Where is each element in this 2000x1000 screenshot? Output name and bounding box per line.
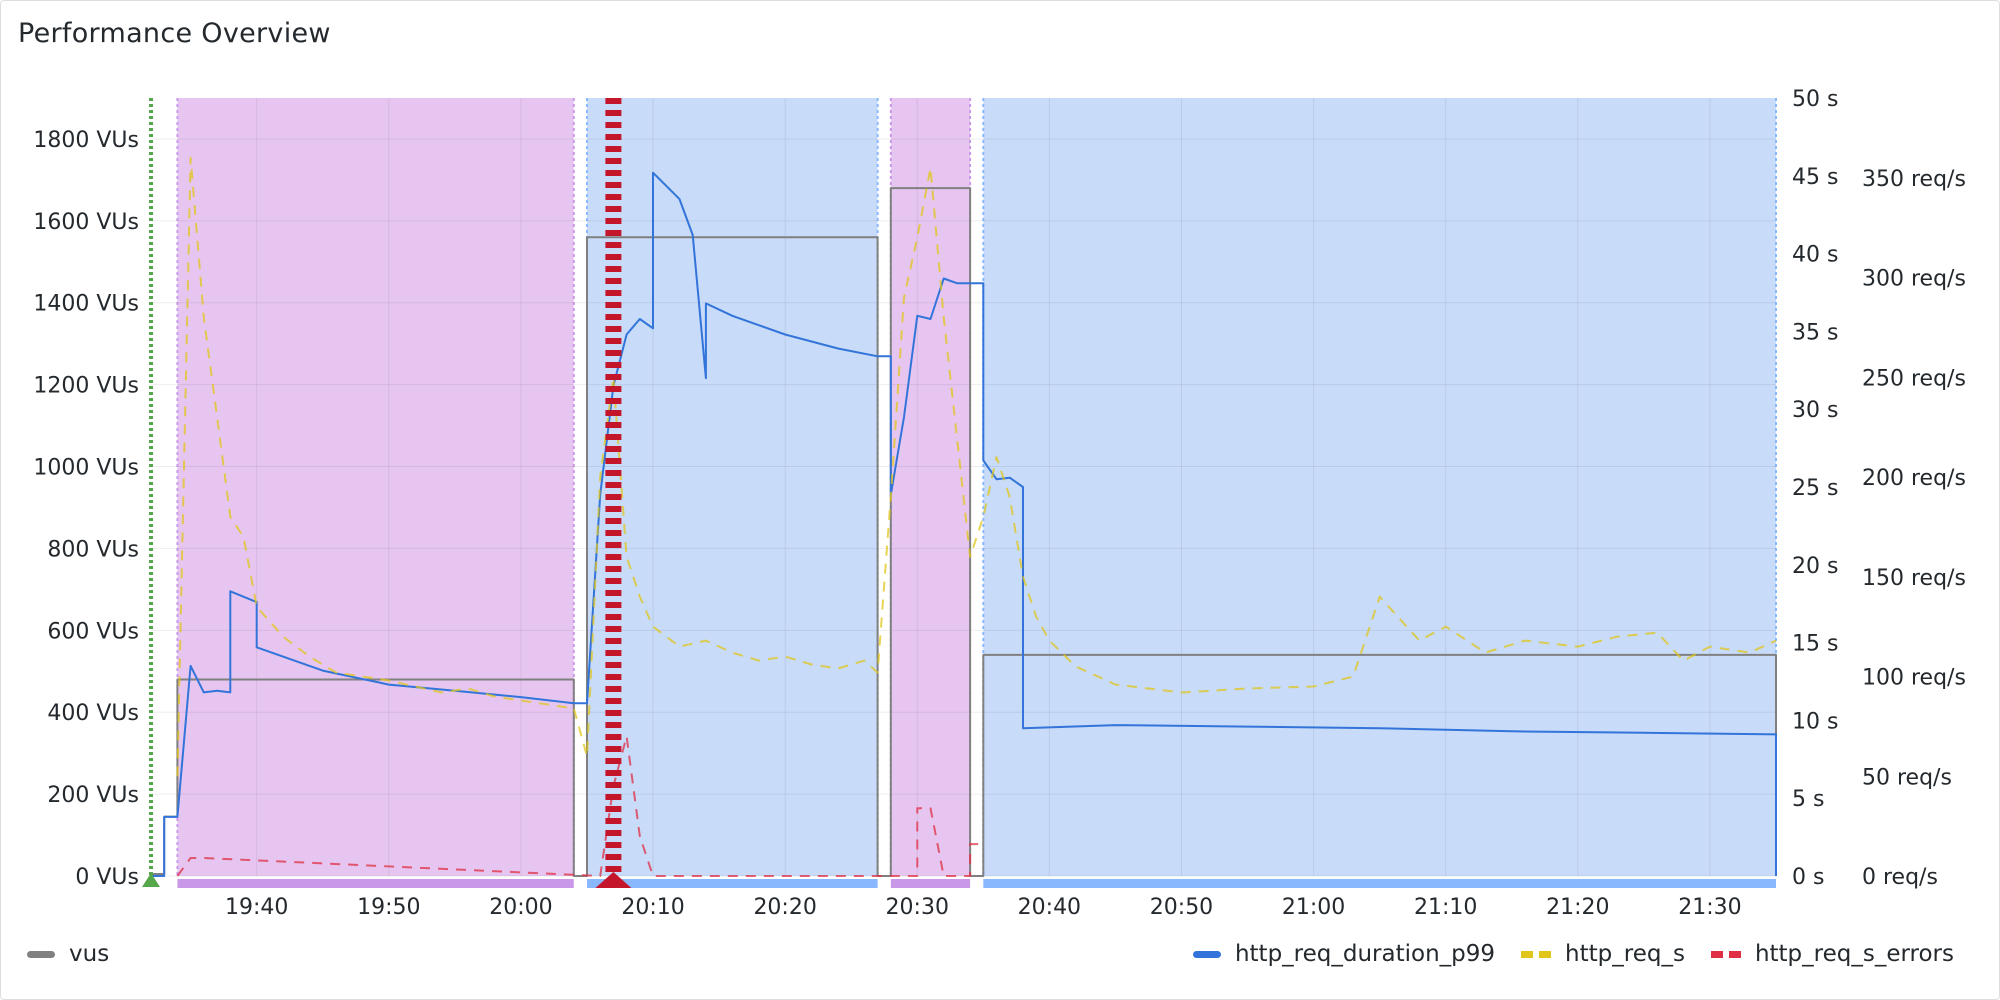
y-right1-tick-1: 5 s (1792, 787, 1824, 812)
x-tick-7: 20:50 (1150, 895, 1213, 920)
y-right2-tick-7: 350 req/s (1862, 167, 1966, 192)
x-tick-1: 19:50 (357, 895, 420, 920)
y-right2-tick-3: 150 req/s (1862, 566, 1966, 591)
y-left-tick-7: 1400 VUs (33, 292, 139, 317)
x-tick-6: 20:40 (1018, 895, 1081, 920)
y-right1-tick-0: 0 s (1792, 865, 1824, 890)
region-2 (891, 98, 970, 876)
x-tick-4: 20:20 (753, 895, 816, 920)
y-right1-tick-9: 45 s (1792, 165, 1838, 190)
legend-swatch-vus (27, 951, 55, 958)
x-tick-5: 20:30 (886, 895, 949, 920)
region-band-3 (983, 879, 1776, 888)
legend-item-vus[interactable]: vus (27, 941, 109, 967)
timeseries-chart[interactable]: 0 VUs 200 VUs 400 VUs 600 VUs 800 VUs 1000 VU… (1, 1, 2000, 961)
legend-swatch-reqs (1521, 951, 1551, 958)
legend-label-vus: vus (69, 941, 109, 967)
x-tick-3: 20:10 (621, 895, 684, 920)
y-left-tick-3: 600 VUs (47, 619, 139, 644)
y-left-tick-6: 1200 VUs (33, 374, 139, 399)
region-band-1 (587, 879, 878, 888)
y-right1-tick-3: 15 s (1792, 632, 1838, 657)
y-left-tick-9: 1800 VUs (33, 128, 139, 153)
x-tick-2: 20:00 (489, 895, 552, 920)
region-3 (983, 98, 1776, 876)
y-right1-tick-5: 25 s (1792, 476, 1838, 501)
y-left-tick-0: 0 VUs (75, 865, 139, 890)
x-tick-0: 19:40 (225, 895, 288, 920)
legend-item-p99[interactable]: http_req_duration_p99 (1193, 941, 1495, 967)
legend-item-errors[interactable]: http_req_s_errors (1711, 941, 1954, 967)
y-left-tick-2: 400 VUs (47, 701, 139, 726)
y-right2-tick-0: 0 req/s (1862, 865, 1938, 890)
y-right2-tick-2: 100 req/s (1862, 666, 1966, 691)
x-tick-8: 21:00 (1282, 895, 1345, 920)
legend-right: http_req_duration_p99 http_req_s http_re… (1167, 936, 1954, 972)
y-right1-tick-2: 10 s (1792, 709, 1838, 734)
y-left-tick-4: 800 VUs (47, 537, 139, 562)
y-right2-tick-6: 300 req/s (1862, 267, 1966, 292)
y-right2-tick-4: 200 req/s (1862, 466, 1966, 491)
y-right1-tick-6: 30 s (1792, 398, 1838, 423)
y-left-tick-5: 1000 VUs (33, 456, 139, 481)
y-right1-tick-10: 50 s (1792, 87, 1838, 112)
x-tick-9: 21:10 (1414, 895, 1477, 920)
x-tick-11: 21:30 (1678, 895, 1741, 920)
y-right2-tick-1: 50 req/s (1862, 765, 1952, 790)
region-band-2 (891, 879, 970, 888)
y-left-tick-1: 200 VUs (47, 783, 139, 808)
legend-label-reqs: http_req_s (1565, 941, 1685, 967)
x-tick-10: 21:20 (1546, 895, 1609, 920)
y-right1-tick-4: 20 s (1792, 554, 1838, 579)
legend-swatch-errors (1711, 951, 1741, 958)
legend-swatch-p99 (1193, 951, 1221, 958)
y-right1-tick-8: 40 s (1792, 243, 1838, 268)
y-right2-tick-5: 250 req/s (1862, 366, 1966, 391)
legend-label-p99: http_req_duration_p99 (1235, 941, 1495, 967)
legend-item-reqs[interactable]: http_req_s (1521, 941, 1685, 967)
y-right1-tick-7: 35 s (1792, 320, 1838, 345)
legend-left: vus (27, 936, 109, 972)
region-0 (177, 98, 573, 876)
region-band-0 (177, 879, 573, 888)
legend-label-errors: http_req_s_errors (1755, 941, 1954, 967)
y-left-tick-8: 1600 VUs (33, 210, 139, 235)
